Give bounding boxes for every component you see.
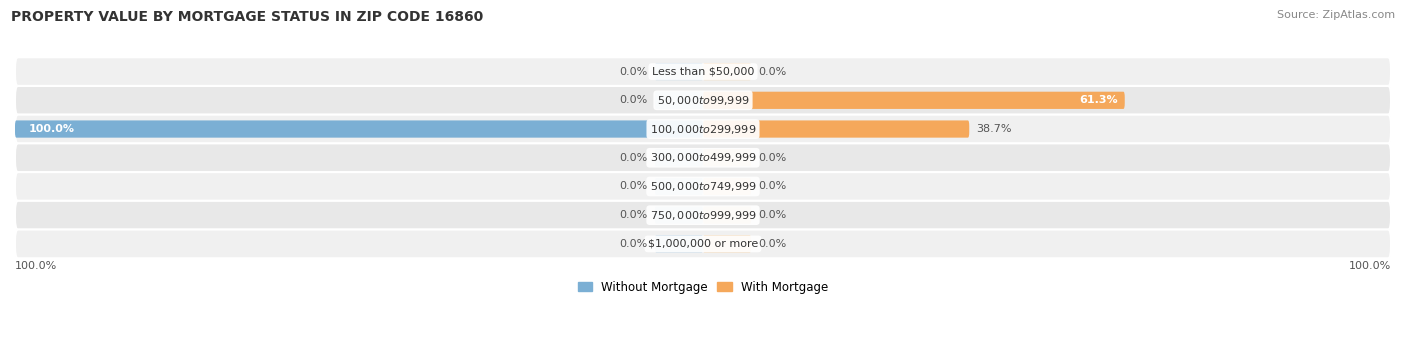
FancyBboxPatch shape — [15, 86, 1391, 115]
FancyBboxPatch shape — [655, 149, 703, 166]
Text: 61.3%: 61.3% — [1080, 95, 1118, 105]
Text: $750,000 to $999,999: $750,000 to $999,999 — [650, 209, 756, 222]
Legend: Without Mortgage, With Mortgage: Without Mortgage, With Mortgage — [574, 276, 832, 299]
Text: $500,000 to $749,999: $500,000 to $749,999 — [650, 180, 756, 193]
FancyBboxPatch shape — [655, 207, 703, 224]
Text: 0.0%: 0.0% — [758, 210, 786, 220]
Text: 0.0%: 0.0% — [620, 210, 648, 220]
Text: Less than $50,000: Less than $50,000 — [652, 67, 754, 76]
FancyBboxPatch shape — [15, 57, 1391, 86]
FancyBboxPatch shape — [703, 235, 751, 253]
Text: 0.0%: 0.0% — [758, 239, 786, 249]
Text: 0.0%: 0.0% — [620, 182, 648, 191]
Text: 0.0%: 0.0% — [620, 67, 648, 76]
Text: 100.0%: 100.0% — [1348, 261, 1391, 271]
FancyBboxPatch shape — [655, 63, 703, 80]
FancyBboxPatch shape — [15, 172, 1391, 201]
Text: 38.7%: 38.7% — [976, 124, 1012, 134]
FancyBboxPatch shape — [655, 92, 703, 109]
Text: PROPERTY VALUE BY MORTGAGE STATUS IN ZIP CODE 16860: PROPERTY VALUE BY MORTGAGE STATUS IN ZIP… — [11, 10, 484, 24]
FancyBboxPatch shape — [15, 201, 1391, 230]
Text: Source: ZipAtlas.com: Source: ZipAtlas.com — [1277, 10, 1395, 20]
FancyBboxPatch shape — [703, 149, 751, 166]
Text: $1,000,000 or more: $1,000,000 or more — [648, 239, 758, 249]
Text: 0.0%: 0.0% — [758, 67, 786, 76]
FancyBboxPatch shape — [15, 143, 1391, 172]
Text: 0.0%: 0.0% — [620, 95, 648, 105]
FancyBboxPatch shape — [703, 207, 751, 224]
Text: 100.0%: 100.0% — [15, 261, 58, 271]
Text: 100.0%: 100.0% — [28, 124, 75, 134]
Text: 0.0%: 0.0% — [758, 153, 786, 163]
FancyBboxPatch shape — [15, 115, 1391, 143]
FancyBboxPatch shape — [15, 230, 1391, 258]
FancyBboxPatch shape — [703, 120, 969, 138]
Text: $100,000 to $299,999: $100,000 to $299,999 — [650, 122, 756, 136]
FancyBboxPatch shape — [655, 178, 703, 195]
Text: $50,000 to $99,999: $50,000 to $99,999 — [657, 94, 749, 107]
Text: 0.0%: 0.0% — [620, 153, 648, 163]
FancyBboxPatch shape — [703, 178, 751, 195]
FancyBboxPatch shape — [703, 92, 1125, 109]
FancyBboxPatch shape — [655, 235, 703, 253]
Text: 0.0%: 0.0% — [758, 182, 786, 191]
Text: 0.0%: 0.0% — [620, 239, 648, 249]
FancyBboxPatch shape — [703, 63, 751, 80]
Text: $300,000 to $499,999: $300,000 to $499,999 — [650, 151, 756, 164]
FancyBboxPatch shape — [15, 120, 703, 138]
